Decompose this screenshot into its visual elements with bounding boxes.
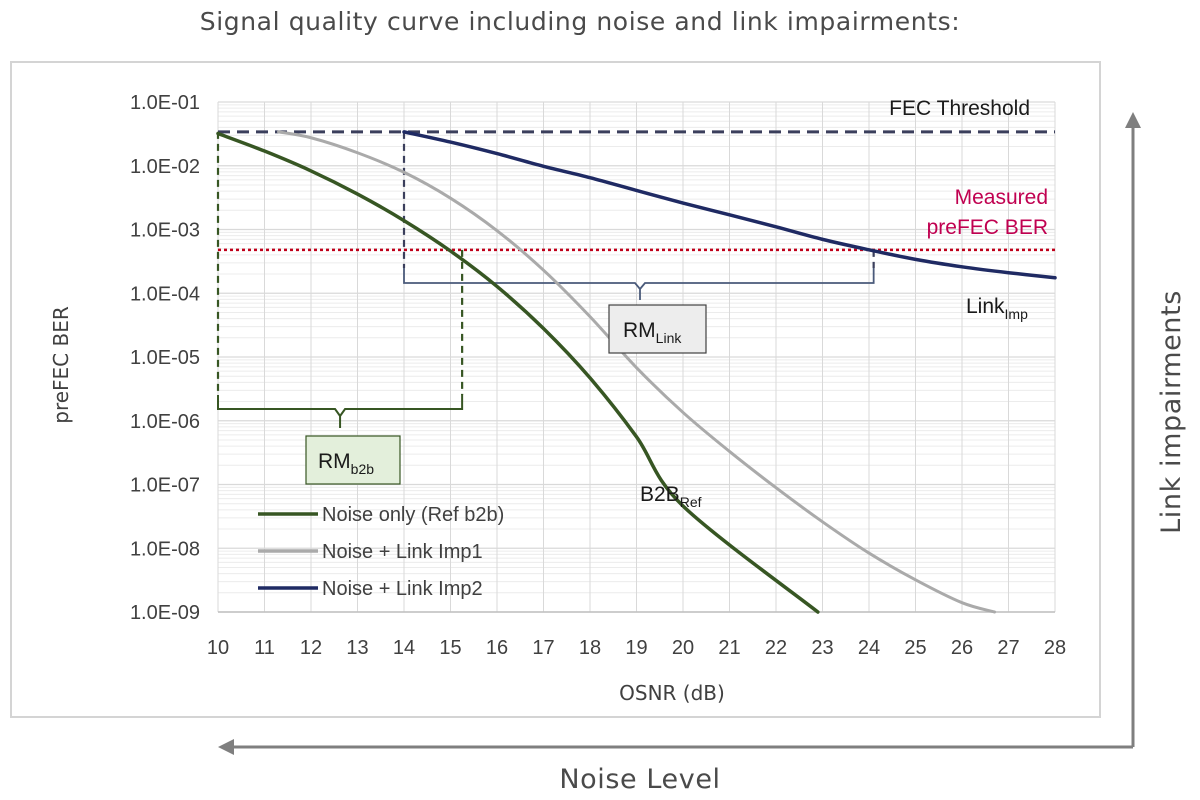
- rm-link-main: RM: [623, 319, 656, 342]
- x-tick-label: 25: [904, 637, 926, 659]
- x-tick-label: 14: [393, 637, 415, 659]
- link-imp-sub: Imp: [1005, 306, 1029, 322]
- x-tick-label: 15: [439, 637, 461, 659]
- x-tick-label: 10: [207, 637, 229, 659]
- b2b-ref-sub: Ref: [680, 494, 702, 510]
- y-tick-label: 1.0E-05: [130, 347, 200, 369]
- legend-label-3: Noise + Link Imp2: [322, 578, 483, 600]
- x-tick-label: 24: [858, 637, 880, 659]
- legend-label-2: Noise + Link Imp1: [322, 541, 483, 563]
- measured-ber-label-line2: preFEC BER: [927, 216, 1048, 239]
- rm-b2b-sub: b2b: [351, 461, 375, 477]
- page-title: Signal quality curve including noise and…: [200, 7, 960, 36]
- x-tick-label: 21: [718, 637, 740, 659]
- x-tick-label: 18: [579, 637, 601, 659]
- x-tick-label: 20: [672, 637, 694, 659]
- y-tick-label: 1.0E-07: [130, 475, 200, 497]
- b2b-ref-label: B2BRef: [640, 483, 702, 510]
- link-impairments-arrowhead: [1125, 112, 1141, 128]
- rm-link-label: RMLink: [623, 319, 682, 346]
- y-tick-label: 1.0E-02: [130, 156, 200, 178]
- series-line-3: [402, 130, 1057, 280]
- x-tick-label: 27: [997, 637, 1019, 659]
- x-axis-label: OSNR (dB): [619, 681, 725, 705]
- noise-level-arrowhead: [218, 739, 234, 755]
- x-tick-label: 26: [951, 637, 973, 659]
- x-tick-label: 12: [300, 637, 322, 659]
- rm-b2b-label: RMb2b: [318, 450, 374, 477]
- series-line-2: [276, 130, 997, 614]
- x-tick-label: 11: [254, 637, 275, 659]
- x-tick-label: 28: [1044, 637, 1066, 659]
- reference-lines: [216, 130, 1055, 428]
- x-tick-label: 17: [532, 637, 554, 659]
- y-tick-label: 1.0E-09: [130, 602, 200, 624]
- y-tick-label: 1.0E-06: [130, 411, 200, 433]
- x-tick-label: 22: [765, 637, 787, 659]
- y-axis-label: preFEC BER: [49, 306, 73, 424]
- y-tick-label: 1.0E-08: [130, 538, 200, 560]
- x-tick-label: 23: [811, 637, 833, 659]
- legend-label-1: Noise only (Ref b2b): [322, 504, 504, 526]
- noise-level-label: Noise Level: [559, 764, 720, 795]
- rm-b2b-main: RM: [318, 450, 351, 473]
- x-axis-ticks: 10 11 12 13 14 15 16 17 18 19 20 21 22 23 24 25 26 27 28: [207, 637, 1066, 659]
- link-impairments-label: Link impairments: [1156, 290, 1187, 534]
- x-tick-label: 16: [486, 637, 508, 659]
- rm-link-box: [608, 304, 707, 354]
- rm-b2b-box: [305, 435, 401, 485]
- link-imp-main: Link: [966, 295, 1005, 318]
- fec-threshold-label: FEC Threshold: [889, 97, 1030, 120]
- legend: Noise only (Ref b2b) Noise + Link Imp1 Noi…: [258, 504, 504, 600]
- x-tick-label: 13: [346, 637, 368, 659]
- grid-lines: [217, 101, 1056, 613]
- y-tick-label: 1.0E-03: [130, 220, 200, 242]
- b2b-ref-main: B2B: [640, 483, 680, 506]
- y-axis-ticks: 1.0E-01 1.0E-02 1.0E-03 1.0E-04 1.0E-05 1.0E-…: [130, 92, 200, 624]
- x-tick-label: 19: [625, 637, 647, 659]
- rm-link-bracket: [403, 268, 875, 300]
- series-line-1: [216, 131, 820, 614]
- rm-link-sub: Link: [656, 330, 683, 346]
- link-imp-label: LinkImp: [966, 295, 1028, 322]
- y-tick-label: 1.0E-04: [130, 283, 200, 305]
- series-lines: [216, 130, 1057, 614]
- y-tick-label: 1.0E-01: [130, 92, 200, 114]
- rm-b2b-bracket: [217, 395, 464, 428]
- measured-ber-label-line1: Measured: [955, 186, 1048, 209]
